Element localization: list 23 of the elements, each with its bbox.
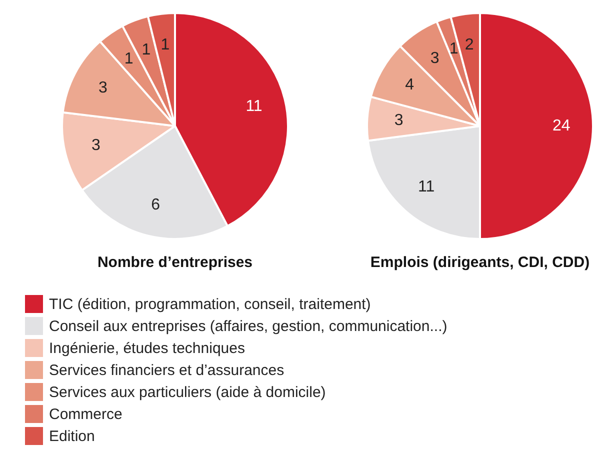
legend-label: Edition bbox=[49, 428, 95, 444]
legend-label: Conseil aux entreprises (affaires, gestion, communication...) bbox=[49, 318, 448, 334]
data-label: 3 bbox=[98, 80, 108, 97]
data-label: 2 bbox=[464, 36, 474, 54]
data-label: 11 bbox=[246, 98, 262, 115]
data-label: 1 bbox=[124, 50, 134, 68]
legend-label: Commerce bbox=[49, 406, 122, 422]
data-label: 3 bbox=[92, 136, 101, 154]
data-label: 3 bbox=[394, 112, 404, 130]
legend-label: Services financiers et d’assurances bbox=[49, 362, 284, 378]
data-label: 1 bbox=[142, 41, 151, 58]
data-label: 4 bbox=[405, 76, 414, 94]
data-label: 11 bbox=[418, 178, 435, 196]
data-label: 6 bbox=[151, 196, 160, 214]
text: Emplois (dirigeants, CDI, CDD) bbox=[369, 254, 591, 271]
data-label: 1 bbox=[449, 40, 458, 58]
legend-label: Services aux particuliers (aide à domicile) bbox=[49, 384, 326, 400]
legend-label: Ingénierie, études techniques bbox=[49, 340, 245, 356]
legend-label: TIC (édition, programmation, conseil, traitement) bbox=[49, 296, 371, 312]
data-label: 3 bbox=[430, 50, 440, 67]
text: Nombre d’entreprises bbox=[96, 254, 254, 271]
data-label: 1 bbox=[160, 36, 170, 54]
data-label: 24 bbox=[552, 117, 570, 134]
